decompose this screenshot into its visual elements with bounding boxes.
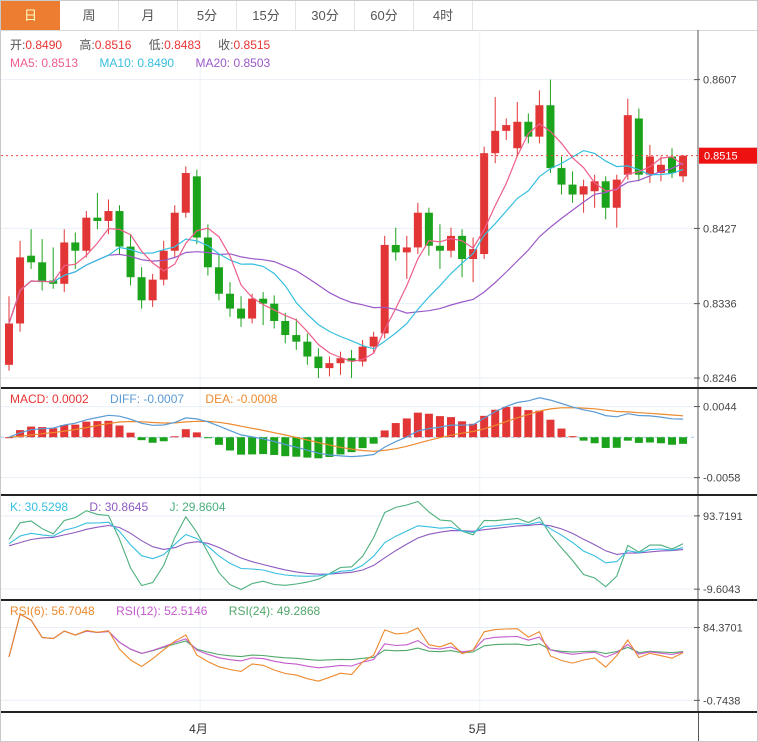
tab-day[interactable]: 日 [1, 1, 60, 30]
month-label-april: 4月 [189, 722, 208, 736]
low-value: 0.8483 [164, 38, 201, 52]
svg-text:84.3701: 84.3701 [703, 623, 743, 635]
macd-legend: MACD: 0.0002 DIFF: -0.0007 DEA: -0.0008 [10, 392, 295, 406]
period-tabbar: 日 周 月 5分 15分 30分 60分 4时 [1, 1, 757, 31]
kdj-chart[interactable]: 93.7191 -9.6043 [1, 496, 758, 599]
diff-value: DIFF: -0.0007 [110, 392, 185, 406]
panel-separator [1, 494, 757, 496]
panel-separator [1, 387, 757, 389]
macd-value: MACD: 0.0002 [10, 392, 89, 406]
tabbar-filler [473, 1, 757, 30]
high-label: 高: [79, 38, 95, 52]
close-label: 收: [218, 38, 234, 52]
month-label-may: 5月 [468, 722, 488, 736]
close-value: 0.8515 [233, 38, 271, 52]
ma5-value: MA5: 0.8513 [10, 56, 79, 70]
time-axis: 4月 5月 [1, 713, 757, 741]
candlestick-chart[interactable]: 0.8607 0.8427 0.8336 0.8246 0.8515 [1, 30, 758, 387]
svg-text:-0.0058: -0.0058 [703, 473, 740, 485]
panel-separator [1, 711, 757, 713]
tab-month[interactable]: 月 [119, 1, 178, 30]
rsi-chart[interactable]: 84.3701 -0.7438 [1, 601, 758, 711]
panel-separator [1, 599, 757, 601]
macd-chart[interactable]: 0.0044 -0.0058 [1, 389, 758, 494]
svg-text:0.8607: 0.8607 [703, 75, 737, 87]
tab-60min[interactable]: 60分 [355, 1, 414, 30]
high-value: 0.8516 [94, 38, 132, 52]
low-label: 低: [148, 38, 165, 52]
j-value: J: 29.8604 [169, 500, 226, 514]
rsi12-value: RSI(12): 52.5146 [116, 604, 208, 618]
kdj-legend: K: 30.5298 D: 30.8645 J: 29.8604 [10, 500, 244, 514]
ma-legend: MA5: 0.8513 MA10: 0.8490 MA20: 0.8503 [10, 56, 288, 70]
dea-value: DEA: -0.0008 [205, 392, 278, 406]
svg-text:-0.7438: -0.7438 [703, 695, 740, 707]
rsi6-value: RSI(6): 56.7048 [10, 604, 95, 618]
ma10-value: MA10: 0.8490 [99, 56, 175, 70]
svg-text:0.8246: 0.8246 [703, 373, 737, 385]
k-value: K: 30.5298 [10, 500, 69, 514]
svg-text:0.8515: 0.8515 [704, 151, 738, 163]
tab-15min[interactable]: 15分 [237, 1, 296, 30]
tab-week[interactable]: 周 [60, 1, 119, 30]
tab-30min[interactable]: 30分 [296, 1, 355, 30]
svg-text:0.0044: 0.0044 [703, 402, 737, 414]
rsi-legend: RSI(6): 56.7048 RSI(12): 52.5146 RSI(24)… [10, 604, 338, 618]
rsi24-value: RSI(24): 49.2868 [228, 604, 321, 618]
svg-text:93.7191: 93.7191 [703, 511, 743, 523]
svg-text:-9.6043: -9.6043 [703, 584, 740, 596]
svg-text:0.8336: 0.8336 [703, 299, 737, 311]
open-value: 0.8490 [25, 38, 63, 52]
svg-text:0.8427: 0.8427 [703, 223, 737, 235]
open-label: 开: [10, 38, 26, 52]
ohlc-legend: 开:0.8490 高:0.8516 低:0.8483 收:0.8515 [10, 36, 270, 53]
d-value: D: 30.8645 [89, 500, 149, 514]
tab-5min[interactable]: 5分 [178, 1, 237, 30]
tab-4hour[interactable]: 4时 [414, 1, 473, 30]
axis-line [698, 713, 699, 741]
ma20-value: MA20: 0.8503 [195, 56, 271, 70]
